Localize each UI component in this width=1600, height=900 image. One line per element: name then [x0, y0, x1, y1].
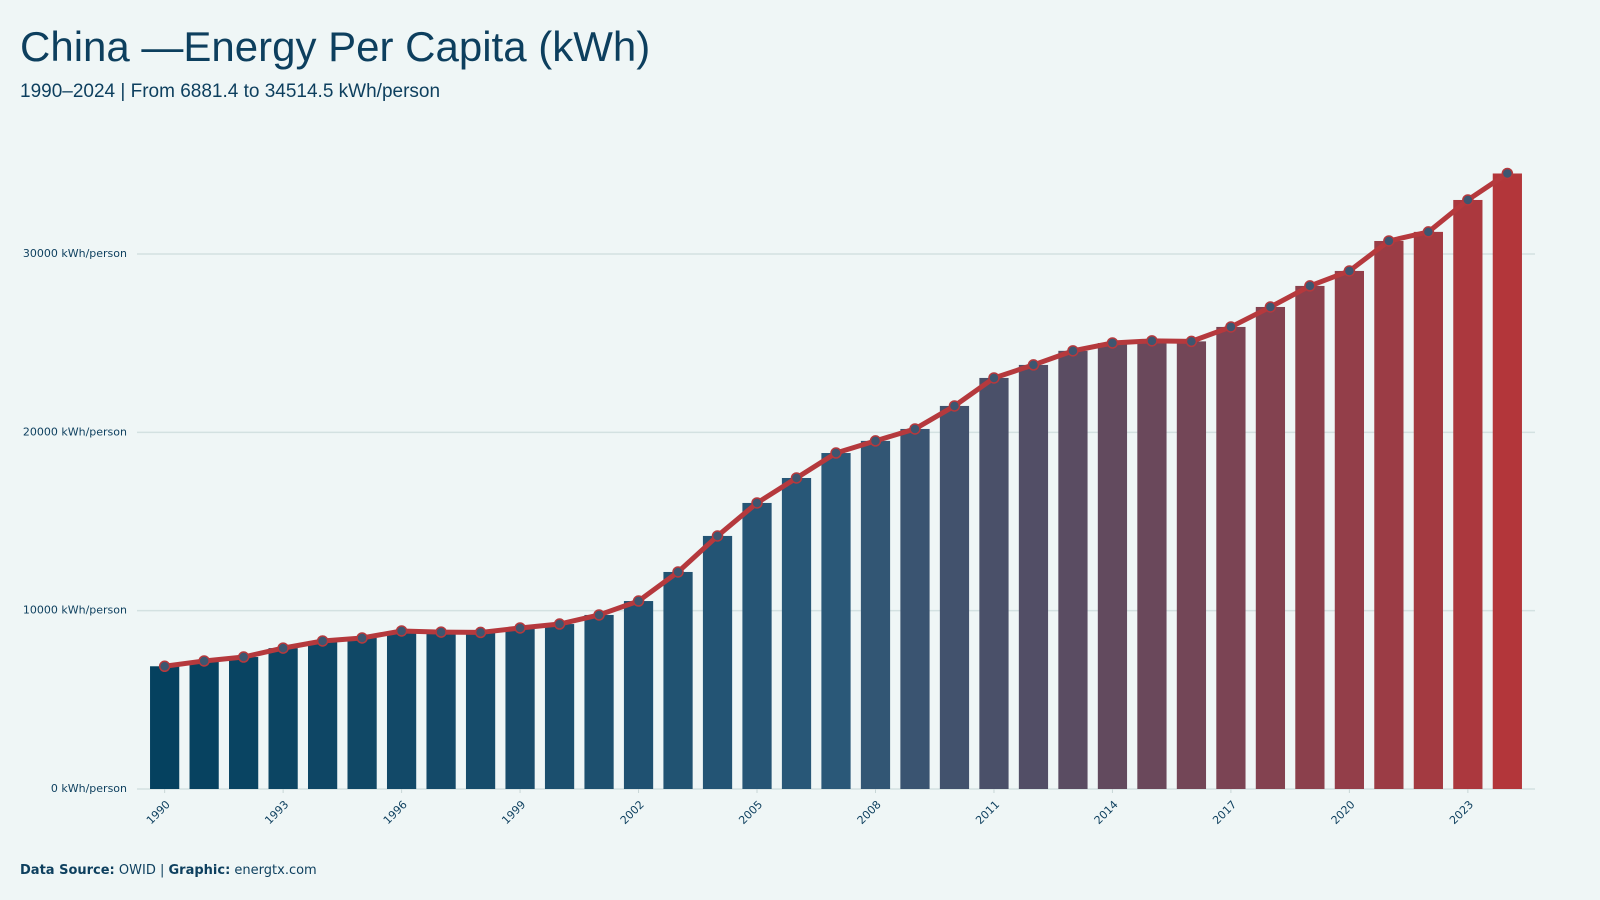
marker	[1027, 359, 1040, 371]
marker	[435, 626, 447, 638]
marker	[1422, 226, 1435, 238]
bar	[386, 630, 417, 789]
bar	[1413, 231, 1443, 790]
bar	[229, 657, 259, 789]
marker	[790, 472, 803, 484]
marker	[1067, 345, 1079, 357]
y-tick-label: 20000 kWh/person	[23, 425, 127, 438]
bar	[584, 614, 614, 789]
marker	[672, 566, 684, 578]
bar	[268, 648, 298, 789]
graphic-label: Graphic:	[169, 863, 231, 878]
bar	[821, 453, 851, 789]
chart-title: China —Energy Per Capita (kWh)	[20, 23, 650, 70]
marker	[1304, 280, 1316, 292]
marker	[948, 400, 961, 412]
marker	[1146, 335, 1158, 347]
marker	[514, 622, 526, 634]
marker	[316, 635, 329, 647]
marker	[1383, 235, 1395, 247]
bar	[742, 502, 772, 789]
bar	[505, 627, 535, 789]
marker	[356, 632, 368, 644]
marker	[988, 372, 1000, 384]
footer: Data Source: OWID | Graphic: energtx.com	[20, 863, 317, 878]
bar	[979, 377, 1009, 789]
bar	[702, 535, 733, 789]
bar	[663, 571, 693, 789]
marker	[751, 497, 763, 509]
bar	[544, 624, 575, 789]
marker	[1185, 335, 1198, 348]
marker	[277, 642, 289, 654]
marker	[237, 651, 250, 663]
bar	[1137, 340, 1167, 789]
marker	[830, 447, 842, 459]
marker	[158, 660, 171, 673]
bar	[1176, 341, 1207, 789]
marker	[909, 423, 921, 435]
bar	[1216, 326, 1246, 789]
bar	[1018, 364, 1049, 789]
marker	[1501, 167, 1514, 180]
marker	[1225, 321, 1237, 333]
bar	[189, 660, 219, 789]
y-tick-label: 30000 kWh/person	[23, 247, 127, 260]
bar	[939, 405, 970, 789]
marker	[1462, 194, 1474, 206]
chart-subtitle: 1990–2024 | From 6881.4 to 34514.5 kWh/p…	[20, 81, 440, 102]
marker	[1264, 301, 1277, 313]
bar	[781, 477, 812, 789]
marker	[1106, 337, 1119, 349]
bar	[150, 666, 180, 789]
bar	[1334, 270, 1365, 790]
bar	[1374, 240, 1404, 789]
marker	[632, 595, 645, 607]
marker	[869, 435, 882, 447]
bar	[1492, 173, 1522, 790]
source-label: Data Source:	[20, 863, 115, 878]
marker	[1343, 265, 1356, 277]
bar	[1453, 199, 1483, 790]
marker	[553, 618, 566, 630]
bar	[1097, 342, 1128, 789]
source: OWID |	[119, 863, 164, 878]
bar	[347, 637, 377, 789]
marker	[395, 625, 408, 637]
marker	[593, 609, 605, 621]
marker	[474, 626, 487, 639]
bar	[1295, 285, 1325, 789]
marker	[198, 655, 210, 667]
graphic: energtx.com	[234, 863, 316, 878]
bar	[860, 440, 891, 789]
y-tick-label: 0 kWh/person	[51, 782, 127, 795]
y-tick-label: 10000 kWh/person	[23, 604, 127, 617]
bar	[900, 428, 930, 789]
bar	[1058, 350, 1088, 789]
bar	[1255, 306, 1286, 789]
bar	[307, 640, 338, 789]
bar	[465, 632, 496, 789]
bar	[623, 601, 654, 789]
bar	[426, 632, 456, 789]
marker	[711, 530, 724, 542]
